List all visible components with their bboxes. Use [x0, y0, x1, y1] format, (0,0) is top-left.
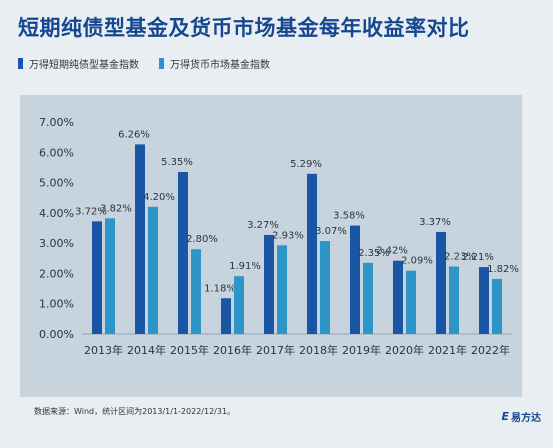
chart-panel: 0.00% 1.00% 2.00% 3.00% 4.00% 5.00% 6.00% 7.00%… — [20, 95, 522, 397]
bar-series-1 — [393, 260, 403, 334]
y-tick-label: 5.00% — [39, 177, 74, 190]
data-label-series-2: 2.80% — [186, 234, 218, 245]
y-tick-label: 2.00% — [39, 267, 74, 280]
data-label-series-1: 5.35% — [161, 157, 193, 168]
y-tick-label: 3.00% — [39, 237, 74, 250]
bar-series-1 — [436, 231, 446, 334]
x-tick-label: 2015年 — [170, 343, 209, 357]
x-tick-label: 2020年 — [385, 343, 424, 357]
x-tick-label: 2017年 — [256, 343, 295, 357]
legend-swatch-series-2 — [159, 58, 164, 69]
bar-series-2 — [320, 241, 330, 334]
y-tick-label: 6.00% — [39, 146, 74, 159]
legend-item-series-2: 万得货币市场基金指数 — [159, 56, 270, 71]
x-tick-label: 2013年 — [84, 343, 123, 357]
legend-label-series-2: 万得货币市场基金指数 — [170, 60, 270, 71]
chart-title: 短期纯债型基金及货币市场基金每年收益率对比 — [18, 16, 470, 40]
data-label-series-1: 3.72% — [75, 206, 107, 217]
data-label-series-1: 5.29% — [290, 159, 322, 170]
bar-series-2 — [449, 266, 459, 334]
logo-text: 易方达 — [511, 413, 541, 424]
brand-logo: E 易方达 — [501, 409, 541, 424]
data-label-series-2: 1.91% — [229, 261, 261, 272]
bar-series-1 — [135, 144, 145, 334]
data-label-series-1: 3.27% — [247, 220, 279, 231]
y-tick-label: 0.00% — [39, 328, 74, 341]
data-label-series-1: 1.18% — [204, 283, 236, 294]
y-tick-label: 7.00% — [39, 116, 74, 129]
data-label-series-1: 2.42% — [376, 246, 408, 257]
bar-series-2 — [277, 245, 287, 334]
logo-mark-icon: E — [501, 410, 509, 423]
data-label-series-2: 3.07% — [315, 226, 347, 237]
data-label-series-1: 3.58% — [333, 211, 365, 222]
x-tick-label: 2014年 — [127, 343, 166, 357]
x-tick-label: 2022年 — [471, 343, 510, 357]
bar-series-2 — [492, 278, 502, 334]
bar-series-1 — [178, 171, 188, 334]
bar-series-1 — [307, 173, 317, 334]
bar-series-2 — [234, 276, 244, 334]
data-label-series-1: 2.21% — [462, 252, 494, 263]
bar-series-1 — [350, 225, 360, 334]
data-label-series-2: 2.93% — [272, 230, 304, 241]
data-label-series-2: 1.82% — [487, 264, 519, 275]
legend-swatch-series-1 — [18, 58, 23, 69]
x-tick-label: 2021年 — [428, 343, 467, 357]
bar-series-2 — [406, 270, 416, 334]
bar-series-1 — [264, 234, 274, 334]
data-label-series-2: 3.82% — [100, 203, 132, 214]
legend-item-series-1: 万得短期纯债型基金指数 — [18, 56, 139, 71]
data-label-series-2: 2.23% — [444, 251, 476, 262]
y-tick-label: 4.00% — [39, 207, 74, 220]
legend-label-series-1: 万得短期纯债型基金指数 — [29, 60, 139, 71]
x-tick-label: 2018年 — [299, 343, 338, 357]
y-tick-label: 1.00% — [39, 298, 74, 311]
data-label-series-2: 4.20% — [143, 192, 175, 203]
data-label-series-1: 6.26% — [118, 129, 150, 140]
bar-series-2 — [148, 206, 158, 334]
bar-series-2 — [105, 218, 115, 334]
bar-series-2 — [191, 249, 201, 334]
bar-series-1 — [221, 298, 231, 334]
bar-series-2 — [363, 262, 373, 334]
x-tick-label: 2019年 — [342, 343, 381, 357]
x-tick-label: 2016年 — [213, 343, 252, 357]
bar-series-1 — [92, 221, 102, 334]
bar-chart: 0.00% 1.00% 2.00% 3.00% 4.00% 5.00% 6.00% 7.00%… — [39, 116, 519, 357]
legend: 万得短期纯债型基金指数 万得货币市场基金指数 — [18, 56, 270, 71]
bar-series-1 — [479, 267, 489, 334]
data-label-series-2: 2.09% — [401, 256, 433, 267]
data-label-series-2: 2.35% — [358, 248, 390, 259]
data-source-note: 数据来源：Wind，统计区间为2013/1/1-2022/12/31。 — [34, 407, 236, 416]
data-label-series-1: 3.37% — [419, 217, 451, 228]
